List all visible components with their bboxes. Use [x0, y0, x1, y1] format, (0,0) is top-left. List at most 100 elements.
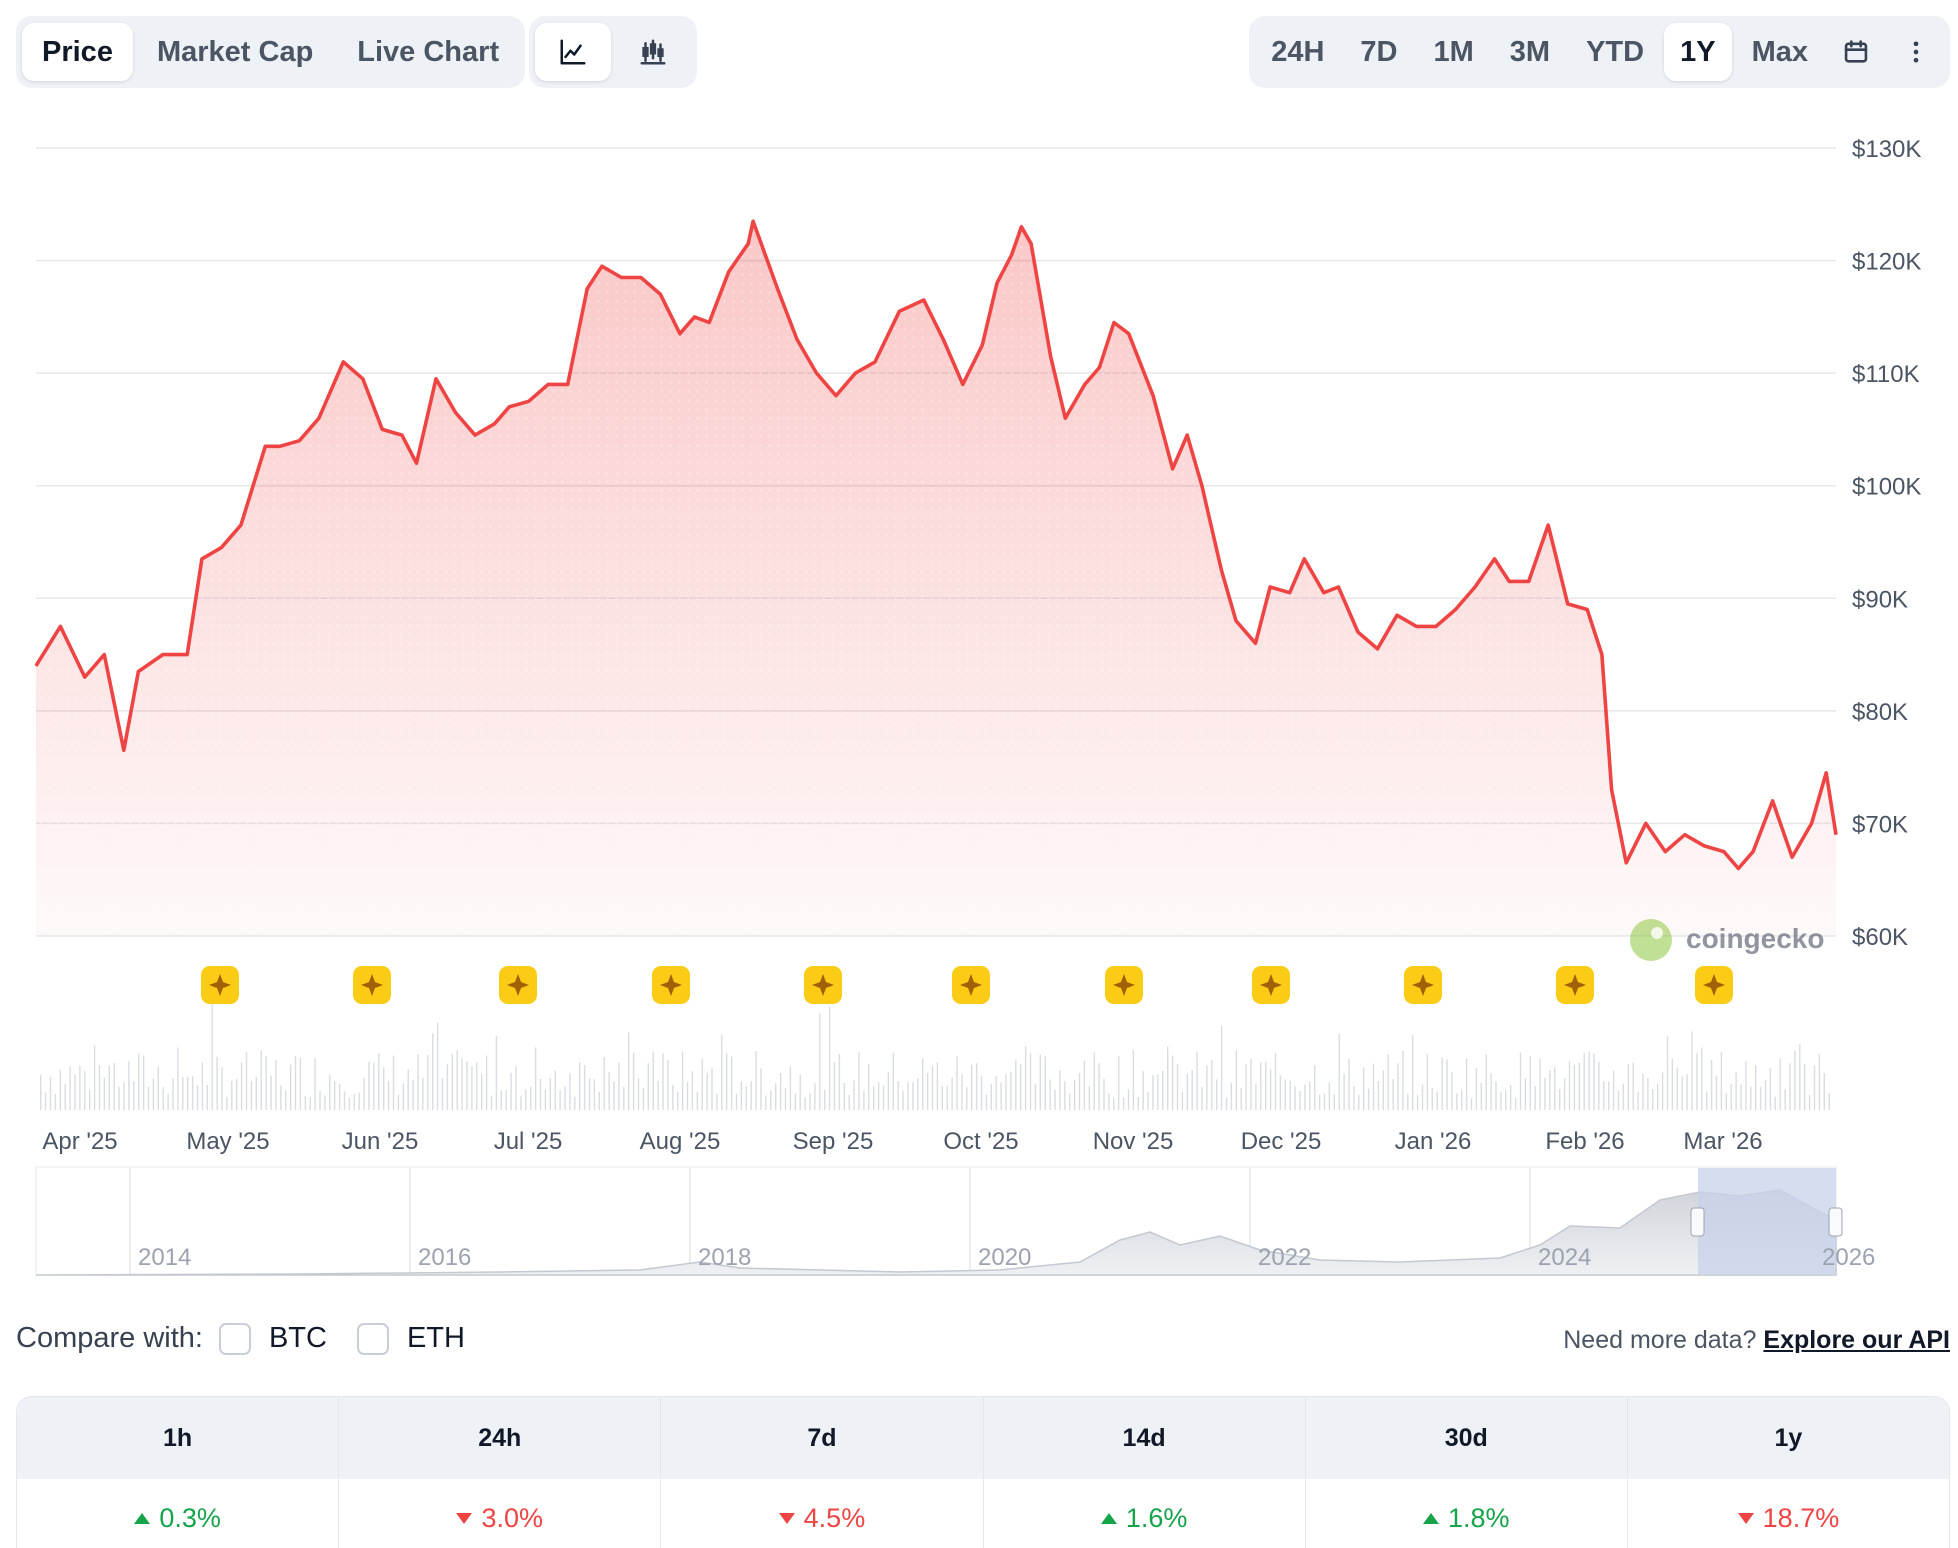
volume-bar — [319, 1091, 321, 1110]
y-tick-label: $60K — [1852, 924, 1908, 951]
sparkle-icon — [1113, 974, 1135, 996]
range-max[interactable]: Max — [1751, 35, 1808, 68]
event-marker[interactable] — [353, 966, 391, 1004]
volume-bar — [1024, 1046, 1027, 1110]
volume-bar — [1627, 1064, 1629, 1110]
price-point — [923, 299, 925, 301]
volume-bar — [765, 1095, 767, 1110]
volume-bar — [1490, 1073, 1492, 1110]
volume-bar — [1715, 1075, 1718, 1110]
line-chart-button[interactable] — [535, 23, 611, 81]
tab-live-chart[interactable]: Live Chart — [357, 35, 500, 68]
volume-bar — [1559, 1089, 1561, 1110]
volume-bar — [1593, 1053, 1595, 1110]
range-navigator[interactable]: 2014 2016 2018 2020 2022 2024 2026 — [35, 1166, 1875, 1276]
volume-bar — [1804, 1063, 1806, 1110]
event-marker[interactable] — [1556, 966, 1594, 1004]
navigator-left-handle[interactable] — [1690, 1207, 1705, 1237]
price-point — [1220, 569, 1222, 571]
volume-bar — [882, 1085, 885, 1110]
volume-bar — [544, 1089, 547, 1110]
event-markers[interactable] — [201, 966, 1733, 1004]
volume-bar — [485, 1055, 488, 1110]
event-marker[interactable] — [952, 966, 990, 1004]
range-1m[interactable]: 1M — [1433, 35, 1474, 68]
price-point — [981, 344, 983, 346]
navigator-right-handle[interactable] — [1828, 1207, 1843, 1237]
range-24h[interactable]: 24H — [1271, 35, 1325, 68]
price-point — [415, 462, 417, 464]
volume-bar — [1524, 1078, 1527, 1110]
volume-bar — [138, 1053, 140, 1110]
compare-eth-option[interactable]: ETH — [356, 1322, 465, 1355]
candlestick-chart-button[interactable] — [615, 23, 691, 81]
compare-btc-checkbox[interactable] — [218, 1322, 251, 1355]
tab-price[interactable]: Price — [22, 23, 133, 81]
view-tab-group: Price Market Cap Live Chart — [16, 16, 526, 88]
volume-bar — [1372, 1063, 1375, 1110]
change-arrow-icon — [1100, 1512, 1117, 1524]
volume-bar — [961, 1074, 963, 1110]
event-marker[interactable] — [1105, 966, 1143, 1004]
tab-market-cap[interactable]: Market Cap — [156, 35, 314, 68]
event-marker[interactable] — [1695, 966, 1733, 1004]
range-7d[interactable]: 7D — [1360, 35, 1398, 68]
volume-bar — [686, 1082, 689, 1110]
volume-bar — [1318, 1094, 1321, 1110]
range-3m[interactable]: 3M — [1509, 35, 1551, 68]
price-point — [162, 654, 164, 656]
volume-bar — [892, 1052, 894, 1110]
event-marker[interactable] — [652, 966, 690, 1004]
volume-bar — [530, 1086, 532, 1110]
compare-eth-checkbox[interactable] — [356, 1322, 389, 1355]
sparkle-icon — [507, 974, 529, 996]
price-point — [220, 547, 222, 549]
compare-btc-option[interactable]: BTC — [218, 1322, 327, 1355]
volume-bar — [1539, 1058, 1541, 1110]
y-tick-label: $130K — [1852, 136, 1921, 163]
event-marker[interactable] — [1404, 966, 1442, 1004]
explore-api-link[interactable]: Explore our API — [1763, 1326, 1950, 1354]
volume-bar — [1421, 1084, 1424, 1110]
volume-bar — [1813, 1065, 1816, 1110]
volume-bar — [1710, 1060, 1713, 1110]
volume-bar — [270, 1075, 272, 1110]
volume-bar — [1696, 1053, 1698, 1110]
price-chart[interactable]: $130K $120K $110K $100K $90K $80K $70K $60K coi… — [0, 0, 1958, 1300]
volume-bar — [1779, 1058, 1781, 1110]
volume-bar — [745, 1086, 747, 1110]
range-1y[interactable]: 1Y — [1664, 23, 1732, 81]
change-cell: 1.8% — [1306, 1479, 1628, 1548]
period-header: 7d — [661, 1397, 984, 1479]
volume-bar — [471, 1066, 473, 1110]
volume-bar — [877, 1082, 880, 1110]
price-point — [1703, 845, 1705, 847]
volume-bar — [236, 1079, 238, 1110]
compare-label: Compare with: — [16, 1322, 203, 1354]
price-point — [1084, 383, 1086, 385]
navigator-selection[interactable] — [1698, 1168, 1836, 1274]
volume-bar — [1735, 1071, 1737, 1110]
volume-bar — [848, 1095, 850, 1110]
volume-bar — [632, 1052, 635, 1110]
x-tick-label: Jul '25 — [494, 1128, 563, 1155]
volume-bar — [726, 1053, 728, 1110]
calendar-button[interactable] — [1828, 23, 1884, 81]
price-point — [318, 417, 320, 419]
event-marker[interactable] — [499, 966, 537, 1004]
event-marker[interactable] — [201, 966, 239, 1004]
volume-bar — [446, 1064, 449, 1110]
price-point — [1323, 592, 1325, 594]
range-ytd[interactable]: YTD — [1586, 35, 1645, 68]
volume-bar — [260, 1050, 262, 1110]
event-marker[interactable] — [1252, 966, 1290, 1004]
y-tick-label: $80K — [1852, 699, 1908, 726]
volume-bar — [1598, 1061, 1600, 1110]
volume-bar — [926, 1073, 929, 1110]
volume-bar — [1563, 1078, 1566, 1110]
change-cell: 18.7% — [1628, 1479, 1949, 1548]
event-marker[interactable] — [804, 966, 842, 1004]
more-options-button[interactable] — [1888, 23, 1944, 81]
volume-bar — [1671, 1058, 1674, 1110]
volume-bar — [201, 1062, 204, 1110]
